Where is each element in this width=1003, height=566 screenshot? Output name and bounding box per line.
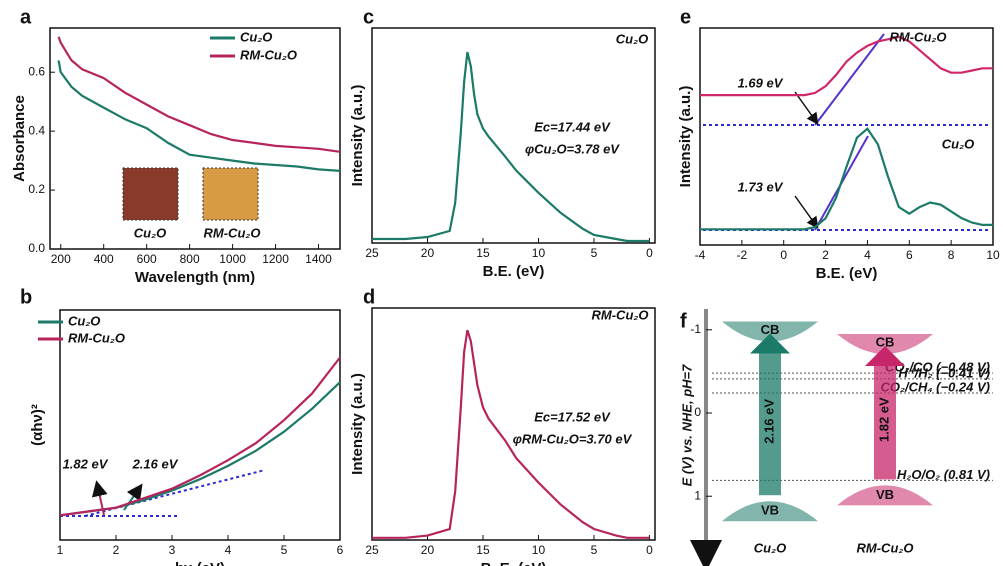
x-tick-label: 6 [906, 248, 913, 262]
panel-label: a [20, 6, 32, 28]
legend-label: RM-Cu₂O [240, 47, 297, 62]
arrow [795, 196, 815, 224]
y-tick-label: 0 [694, 405, 701, 419]
series-label: Cu₂O [942, 136, 974, 151]
panel-label: c [363, 6, 374, 28]
annotation: 1.73 eV [738, 179, 784, 194]
x-tick-label: 4 [864, 248, 871, 262]
x-tick-label: 2 [822, 248, 829, 262]
inset-label: RM-Cu₂O [204, 225, 261, 240]
material-name: Cu₂O [754, 540, 786, 555]
legend-label: Cu₂O [240, 29, 272, 44]
annotation: 2.16 eV [132, 456, 179, 471]
annotation: RM-Cu₂O [592, 307, 649, 322]
x-tick-label: 10 [532, 543, 546, 557]
x-tick-label: 1200 [262, 252, 289, 266]
inset-photo [123, 168, 178, 220]
legend-label: RM-Cu₂O [68, 330, 125, 345]
x-tick-label: 200 [51, 252, 71, 266]
x-tick-label: 0 [646, 246, 653, 260]
x-tick-label: 800 [180, 252, 200, 266]
x-tick-label: 15 [476, 246, 490, 260]
x-tick-label: 1400 [305, 252, 332, 266]
x-tick-label: -4 [695, 248, 706, 262]
gap-label: 1.82 eV [876, 397, 891, 442]
x-tick-label: 3 [169, 543, 176, 557]
annotation: Ec=17.44 eV [534, 119, 611, 134]
series-line [60, 382, 340, 515]
x-tick-label: 25 [365, 246, 379, 260]
x-tick-label: 20 [421, 246, 435, 260]
y-tick-label: 0.0 [28, 241, 45, 255]
y-tick-label: 0.2 [28, 182, 45, 196]
x-tick-label: 15 [476, 543, 490, 557]
y-axis-label: (αhν)² [29, 404, 46, 446]
y-axis-label: E (V) vs. NHE, pH=7 [679, 364, 694, 486]
series-label: RM-Cu₂O [890, 29, 947, 44]
panel-label: d [363, 286, 375, 308]
inset-label: Cu₂O [134, 225, 166, 240]
plot-frame [372, 308, 655, 540]
annotation: Ec=17.52 eV [534, 409, 611, 424]
y-axis-label: Absorbance [11, 95, 28, 182]
x-axis-label: B. E. (eV) [481, 560, 547, 566]
redox-label: H⁺/H₂ (−0.41 V) [898, 365, 990, 380]
annotation: 1.69 eV [738, 75, 784, 90]
legend-label: Cu₂O [68, 313, 100, 328]
x-tick-label: 1 [57, 543, 64, 557]
x-tick-label: 5 [281, 543, 288, 557]
x-tick-label: 20 [421, 543, 435, 557]
tangent [815, 34, 884, 125]
x-tick-label: 5 [591, 246, 598, 260]
x-axis-label: Wavelength (nm) [135, 269, 255, 286]
x-tick-label: 2 [113, 543, 120, 557]
band-label: VB [761, 503, 779, 518]
x-tick-label: 8 [948, 248, 955, 262]
x-tick-label: -2 [737, 248, 748, 262]
y-tick-label: 0.4 [28, 123, 45, 137]
x-axis-label: B.E. (eV) [483, 263, 545, 280]
annotation: φCu₂O=3.78 eV [525, 141, 620, 156]
y-tick-label: 0.6 [28, 64, 45, 78]
x-tick-label: 4 [225, 543, 232, 557]
annotation: Cu₂O [616, 31, 648, 46]
x-tick-label: 1000 [219, 252, 246, 266]
y-tick-label: 1 [694, 488, 701, 502]
y-axis-label: Intensity (a.u.) [677, 86, 694, 188]
x-axis-label: B.E. (eV) [816, 265, 878, 282]
plot-frame [372, 28, 655, 243]
y-axis-label: Intensity (a.u.) [349, 85, 366, 187]
x-tick-label: 10 [986, 248, 1000, 262]
annotation: φRM-Cu₂O=3.70 eV [513, 431, 633, 446]
material-name: RM-Cu₂O [857, 540, 914, 555]
x-tick-label: 400 [94, 252, 114, 266]
series-line [60, 358, 340, 516]
gap-label: 2.16 eV [761, 399, 776, 444]
redox-label: H₂O/O₂ (0.81 V) [897, 467, 990, 482]
panel-label: e [680, 6, 691, 28]
panel-label: f [680, 310, 687, 332]
x-tick-label: 5 [591, 543, 598, 557]
redox-label: CO₂/CH₄ (−0.24 V) [881, 379, 991, 394]
x-tick-label: 600 [137, 252, 157, 266]
panel-label: b [20, 286, 32, 308]
annotation: 1.82 eV [63, 456, 109, 471]
y-axis-label: Intensity (a.u.) [349, 373, 366, 475]
x-tick-label: 10 [532, 246, 546, 260]
x-axis-label: hν (eV) [175, 560, 225, 566]
x-tick-label: 0 [646, 543, 653, 557]
y-tick-label: -1 [690, 322, 701, 336]
figure: a2004006008001000120014000.00.20.40.6Wav… [0, 0, 1003, 566]
x-tick-label: 0 [780, 248, 787, 262]
inset-photo [203, 168, 258, 220]
x-tick-label: 25 [365, 543, 379, 557]
series-line [59, 37, 340, 152]
band-label: VB [876, 487, 894, 502]
x-tick-label: 6 [337, 543, 344, 557]
